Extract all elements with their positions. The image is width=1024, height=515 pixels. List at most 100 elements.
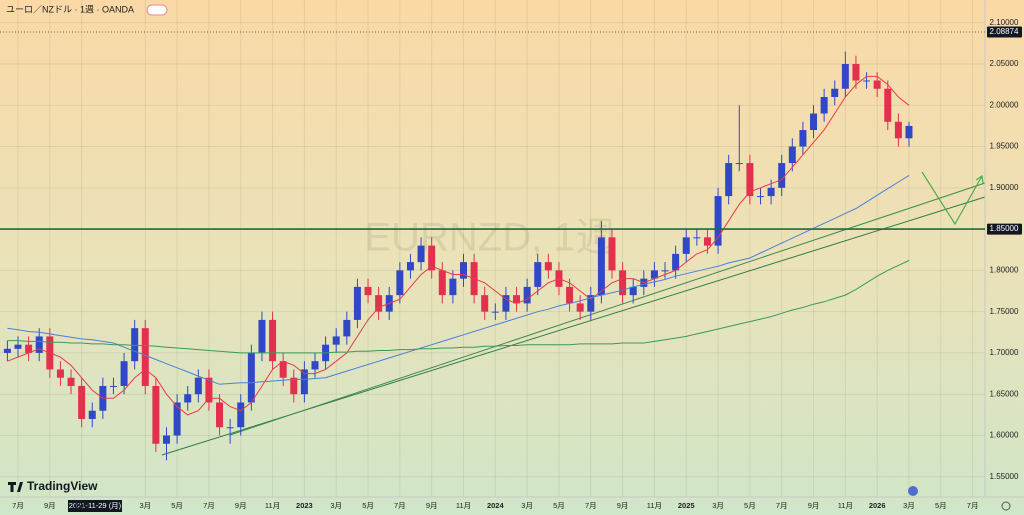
symbol-title: ユーロ／NZドル · 1週 · OANDA xyxy=(6,4,134,14)
x-tick-label: 5月 xyxy=(362,501,374,510)
candle-body xyxy=(343,319,351,337)
x-tick-label: 3月 xyxy=(521,501,533,510)
candle-body xyxy=(237,402,245,428)
candle-body xyxy=(353,286,361,320)
candle-body xyxy=(173,402,181,436)
y-tick-label: 1.90000 xyxy=(990,183,1019,192)
candle-body xyxy=(428,245,436,271)
candle-body xyxy=(449,278,457,296)
candle-body xyxy=(587,295,595,312)
candle-body xyxy=(788,146,796,164)
candle-body xyxy=(682,237,690,254)
candle-body xyxy=(120,361,128,386)
grid xyxy=(0,0,985,497)
y-tick-label: 2.00000 xyxy=(990,100,1019,109)
y-tick-label: 2.05000 xyxy=(990,59,1019,68)
x-tick-label: 2024 xyxy=(487,501,505,510)
candle-body xyxy=(597,237,605,296)
candle-body xyxy=(78,385,86,419)
y-tick-label: 1.70000 xyxy=(990,348,1019,357)
candle-body xyxy=(406,262,414,271)
event-icon[interactable] xyxy=(908,486,918,496)
candle-body xyxy=(650,270,658,279)
candle-body xyxy=(672,253,680,271)
x-tick-label: 5月 xyxy=(744,501,756,510)
x-tick-label: 11月 xyxy=(265,501,280,510)
x-tick-label: 9月 xyxy=(44,501,56,510)
candle-body xyxy=(109,385,117,387)
candle-body xyxy=(905,125,913,139)
candle-body xyxy=(3,348,11,353)
candle-body xyxy=(131,328,139,362)
plot xyxy=(3,51,913,461)
candle-body xyxy=(810,113,818,131)
candle-body xyxy=(269,319,277,362)
candle-body xyxy=(35,336,43,353)
moving-average xyxy=(7,260,910,354)
candle-body xyxy=(502,295,510,312)
candle-body xyxy=(714,196,722,246)
candle-body xyxy=(311,361,319,370)
candle-body xyxy=(576,303,584,312)
price-label-bg xyxy=(987,223,1022,235)
candle-body xyxy=(364,286,372,296)
price-label: 2.08874 xyxy=(990,27,1019,36)
candle-body xyxy=(852,63,860,81)
candle-body xyxy=(300,369,308,395)
y-tick-label: 1.55000 xyxy=(990,472,1019,481)
candle-body xyxy=(778,163,786,188)
candle-body xyxy=(619,270,627,296)
candle-body xyxy=(735,163,743,165)
x-tick-label: 9月 xyxy=(617,501,629,510)
candle-body xyxy=(459,262,467,279)
candle-body xyxy=(481,295,489,312)
candle-body xyxy=(884,88,892,122)
moving-average xyxy=(7,174,910,385)
candle-body xyxy=(767,187,775,197)
settings-icon[interactable] xyxy=(1001,501,1011,511)
candle-body xyxy=(831,88,839,98)
x-tick-label: 2023 xyxy=(296,501,313,510)
candle-body xyxy=(194,377,202,395)
x-tick-label: 11月 xyxy=(838,501,853,510)
candle-body xyxy=(184,394,192,403)
candle-body xyxy=(438,270,446,296)
candle-body xyxy=(152,385,160,444)
candle-body xyxy=(873,80,881,89)
y-tick-label: 1.80000 xyxy=(990,265,1019,274)
crosshair-label-bg xyxy=(68,500,122,512)
candle-body xyxy=(279,361,287,378)
candle-body xyxy=(417,245,425,263)
x-tick-label: 7月 xyxy=(203,501,215,510)
candle-body xyxy=(14,344,22,349)
candle-body xyxy=(375,295,383,312)
candle-body xyxy=(534,262,542,287)
logo-text: TradingView xyxy=(27,479,98,493)
candle-body xyxy=(491,311,499,313)
candle-body xyxy=(746,163,754,197)
candle-body xyxy=(820,97,828,114)
x-tick-label: 7月 xyxy=(394,501,406,510)
candle-body xyxy=(67,377,75,386)
candle-body xyxy=(56,369,64,378)
candle-body xyxy=(725,163,733,197)
x-tick-label: 11月 xyxy=(74,501,89,510)
badge[interactable] xyxy=(146,4,168,16)
candle-body xyxy=(894,121,902,139)
candle-body xyxy=(141,328,149,386)
candle-body xyxy=(863,80,871,82)
candle-body xyxy=(799,130,807,147)
candle-body xyxy=(608,237,616,271)
candle-body xyxy=(226,427,234,429)
candle-body xyxy=(162,435,170,444)
x-tick-label: 11月 xyxy=(456,501,471,510)
crosshair-label: 2021-11-29 (月) xyxy=(69,501,122,510)
candle-body xyxy=(661,270,669,272)
candle-body xyxy=(216,402,224,428)
price-label: 1.85000 xyxy=(990,224,1019,233)
x-tick-label: 3月 xyxy=(712,501,724,510)
y-tick-label: 1.60000 xyxy=(990,431,1019,440)
x-tick-label: 7月 xyxy=(776,501,788,510)
x-tick-label: 9月 xyxy=(235,501,247,510)
